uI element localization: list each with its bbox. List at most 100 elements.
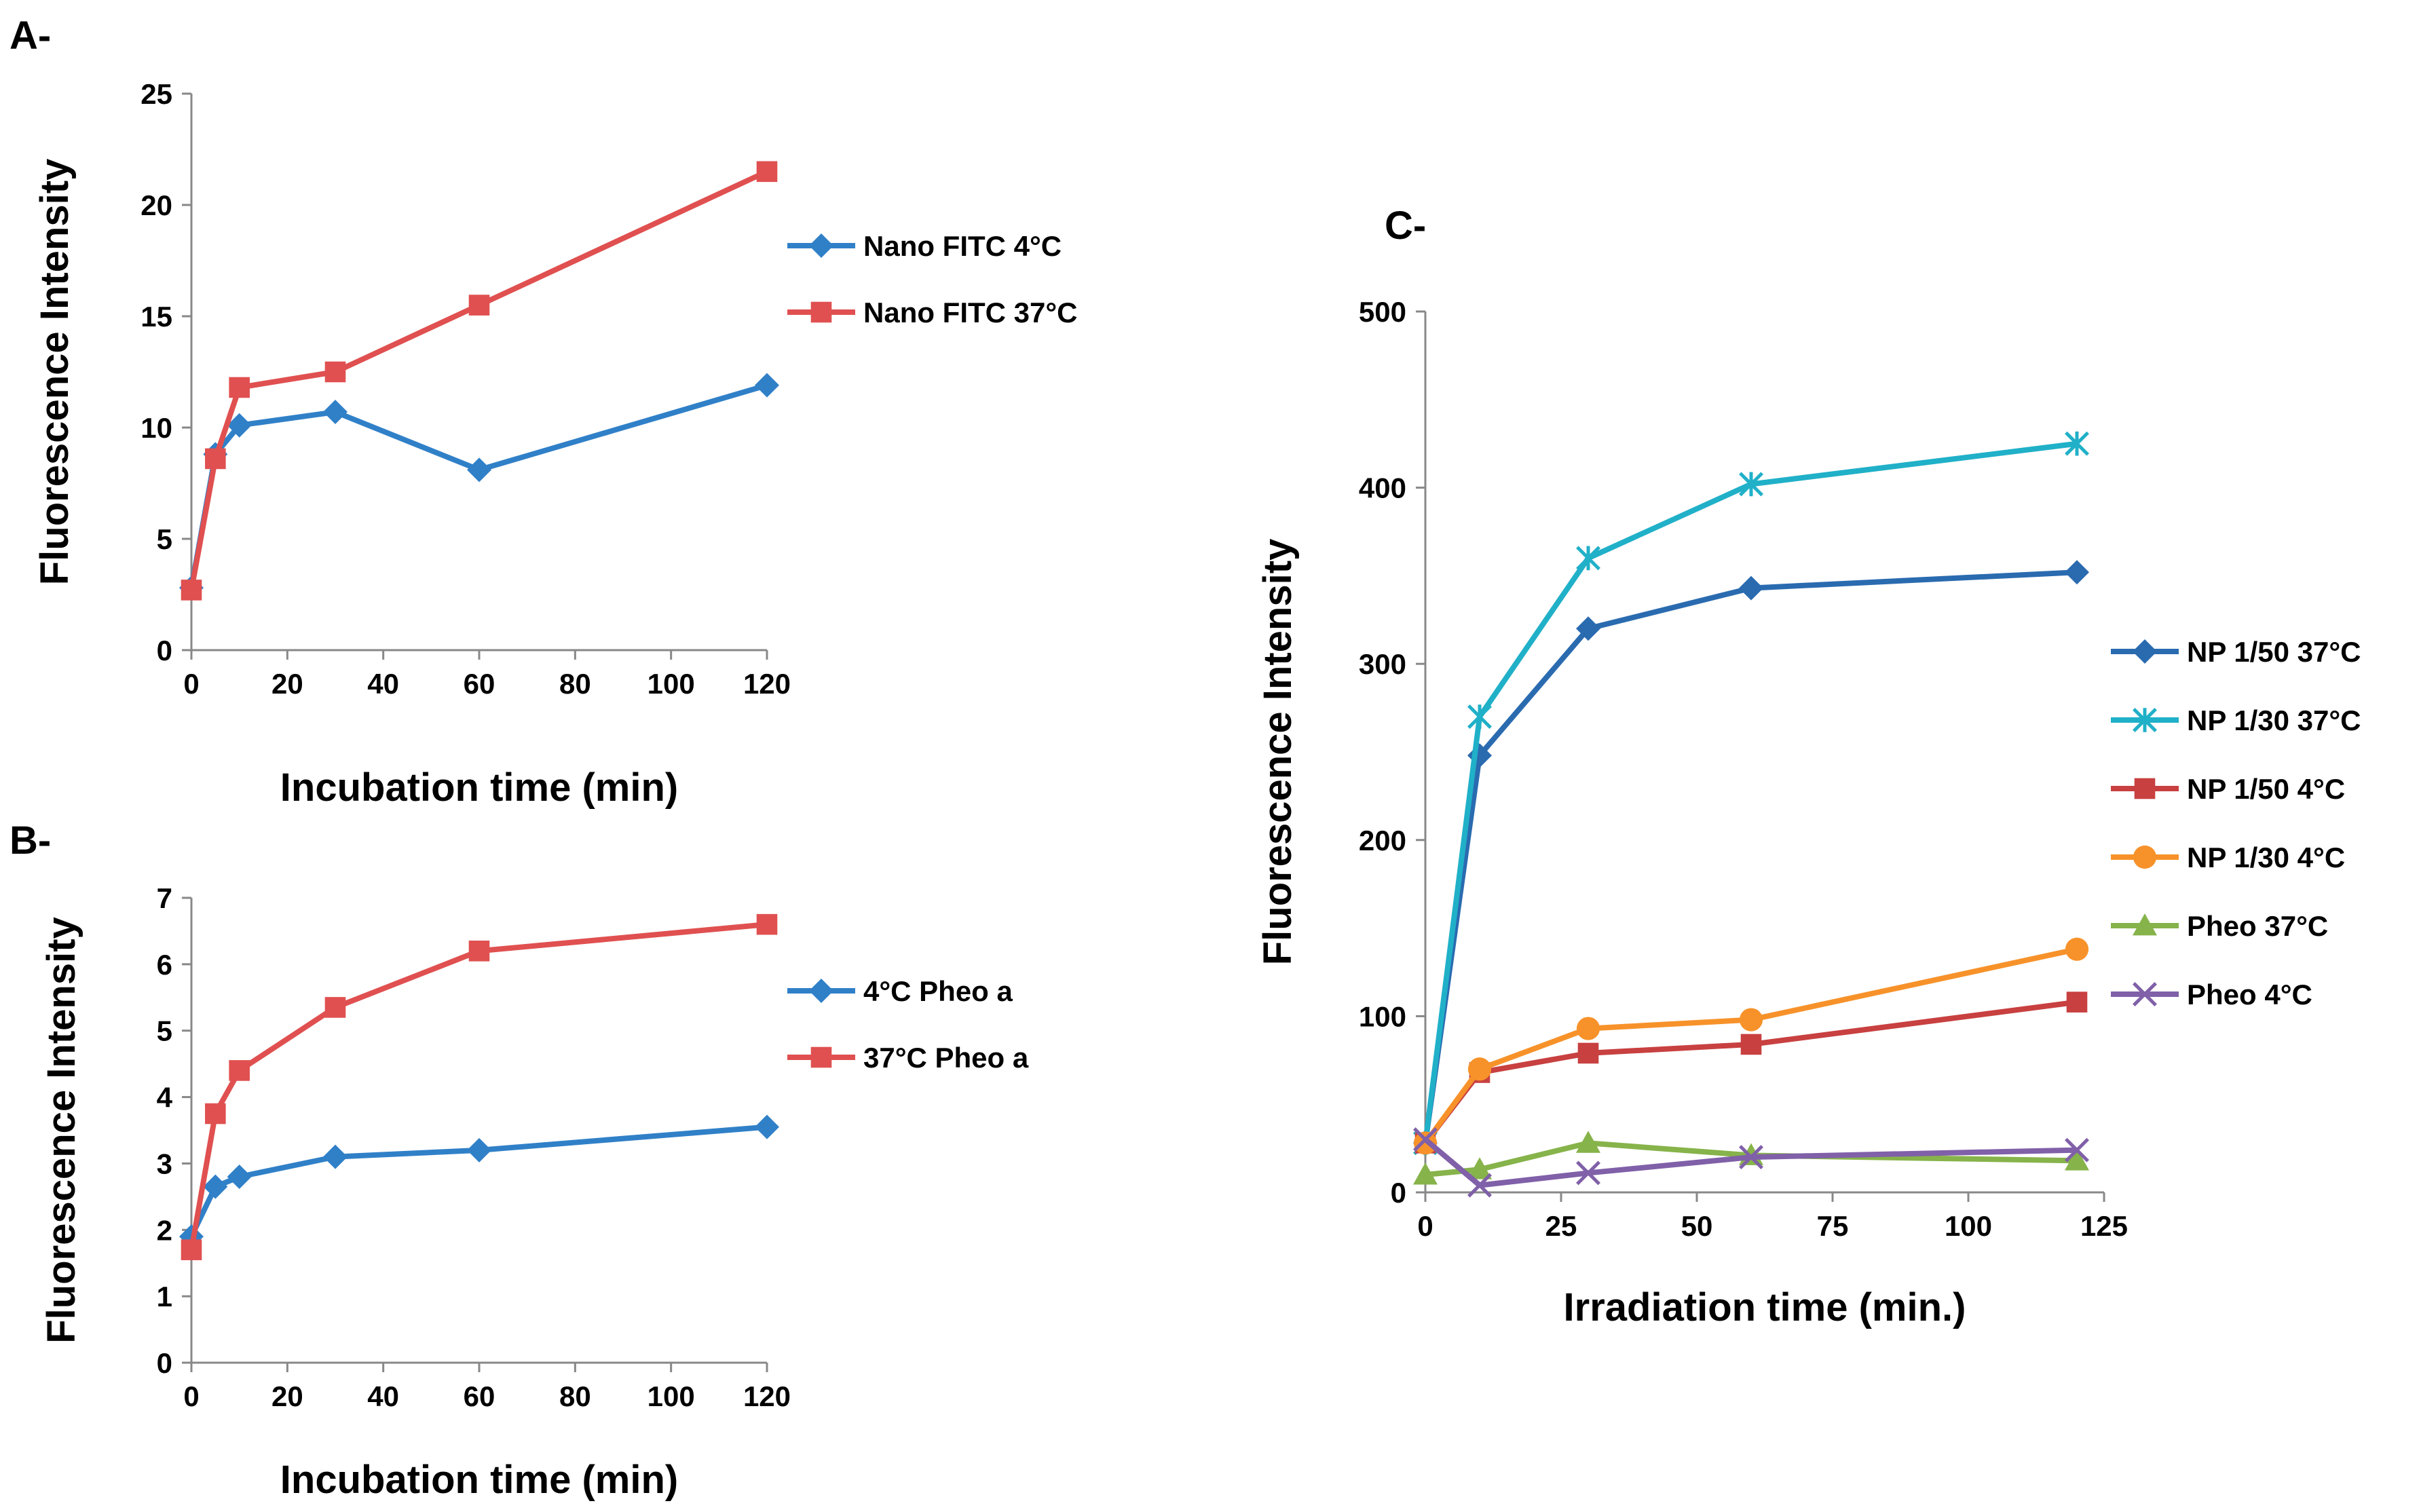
data-point xyxy=(2065,431,2089,456)
x-tick-label: 25 xyxy=(1545,1210,1577,1242)
data-point xyxy=(2066,991,2088,1013)
data-point xyxy=(1740,1034,1762,1055)
x-axis-title: Incubation time (min) xyxy=(280,1458,678,1502)
x-tick-label: 20 xyxy=(271,1380,303,1412)
data-point xyxy=(1576,1131,1600,1153)
legend-marker xyxy=(2133,845,2157,869)
legend-label: NP 1/30 4°C xyxy=(2187,842,2345,873)
data-point xyxy=(467,1137,491,1163)
series-line xyxy=(189,382,768,588)
panel-label: A- xyxy=(10,14,51,58)
y-tick-label: 5 xyxy=(157,523,172,555)
y-tick-label: 0 xyxy=(1391,1177,1406,1209)
x-tick-label: 75 xyxy=(1817,1210,1849,1242)
y-tick-label: 15 xyxy=(140,301,172,333)
series-line xyxy=(189,922,768,1251)
data-point xyxy=(2065,560,2089,585)
x-tick-label: 20 xyxy=(271,668,303,700)
x-tick-label: 120 xyxy=(743,668,791,700)
x-tick-label: 0 xyxy=(183,668,199,700)
legend-label: NP 1/50 4°C xyxy=(2187,773,2345,805)
axes: 0 100 200 300 400 500 0 25 50 75 100 125 xyxy=(1359,296,2128,1242)
y-tick-label: 10 xyxy=(140,412,172,444)
data-point xyxy=(1739,575,1763,601)
y-tick-label: 20 xyxy=(140,189,172,221)
data-point xyxy=(1467,1057,1492,1081)
data-point xyxy=(1467,1173,1492,1198)
x-tick-label: 100 xyxy=(648,1380,695,1412)
y-axis-title: Fluorescence Intensity xyxy=(33,159,77,586)
data-point xyxy=(2065,937,2089,961)
legend-label: Pheo 4°C xyxy=(2187,979,2312,1010)
data-point xyxy=(755,1114,779,1139)
axes: 0 1 2 3 4 5 6 7 0 20 40 60 80 100 120 xyxy=(157,882,791,1412)
legend-label: Nano FITC 37°C xyxy=(863,297,1078,328)
x-tick-label: 80 xyxy=(559,668,591,700)
y-axis-title: Fluorescence Intensity xyxy=(39,917,83,1344)
data-point xyxy=(1577,1042,1599,1064)
y-tick-label: 100 xyxy=(1359,1000,1406,1032)
x-tick-label: 60 xyxy=(464,1380,495,1412)
y-tick-label: 3 xyxy=(157,1148,172,1179)
data-point xyxy=(227,413,252,438)
legend-label: Pheo 37°C xyxy=(2187,910,2328,942)
legend-label: Nano FITC 4°C xyxy=(863,230,1062,262)
x-tick-label: 40 xyxy=(367,668,399,700)
legend-label: NP 1/30 37°C xyxy=(2187,704,2361,736)
data-point xyxy=(1739,1145,1763,1170)
series-np-1-30-4-c xyxy=(1413,937,2089,1155)
data-point xyxy=(1413,1163,1438,1185)
data-point xyxy=(1576,546,1600,571)
x-tick-label: 100 xyxy=(648,668,695,700)
legend-marker xyxy=(2134,778,2156,799)
y-tick-label: 0 xyxy=(157,635,172,666)
series-nano-fitc-37-c xyxy=(181,161,778,601)
legend-marker xyxy=(2133,982,2157,1006)
y-tick-label: 400 xyxy=(1359,472,1406,504)
data-point xyxy=(468,295,490,316)
y-axis-title: Fluorescence Intensity xyxy=(1256,539,1300,966)
legend-label: 4°C Pheo a xyxy=(863,975,1013,1007)
x-tick-label: 50 xyxy=(1681,1210,1713,1242)
series-4-c-pheo-a xyxy=(179,1114,779,1249)
x-tick-label: 80 xyxy=(559,1380,591,1412)
data-point xyxy=(755,373,779,398)
data-point xyxy=(1467,1157,1492,1179)
data-point xyxy=(756,913,778,935)
x-tick-label: 40 xyxy=(367,1380,399,1412)
x-tick-label: 100 xyxy=(1945,1210,1992,1242)
legend-marker xyxy=(2133,639,2157,664)
legend-label: 37°C Pheo a xyxy=(863,1042,1029,1074)
chart-panel-c: C- 0 100 200 300 400 500 0 25 50 75 100 125 Irradiati… xyxy=(1256,204,2361,1329)
data-point xyxy=(324,997,346,1018)
y-tick-label: 4 xyxy=(157,1082,173,1114)
legend-marker xyxy=(2133,708,2157,732)
data-point xyxy=(2065,1148,2089,1171)
x-tick-label: 125 xyxy=(2080,1210,2128,1242)
y-tick-label: 7 xyxy=(157,882,172,914)
y-tick-label: 1 xyxy=(157,1281,172,1312)
chart-panel-a: A- 0 5 10 15 20 25 0 20 40 60 80 100 120 Incubation ti… xyxy=(10,14,1078,810)
data-point xyxy=(205,1103,226,1124)
x-tick-label: 0 xyxy=(1417,1210,1433,1242)
data-point xyxy=(324,361,346,383)
data-point xyxy=(1739,1008,1763,1032)
data-point xyxy=(1467,704,1492,730)
legend-marker xyxy=(809,233,833,258)
y-tick-label: 300 xyxy=(1359,648,1406,680)
series-37-c-pheo-a xyxy=(181,913,778,1260)
data-point xyxy=(468,940,490,962)
axes: 0 5 10 15 20 25 0 20 40 60 80 100 120 xyxy=(140,78,791,700)
data-point xyxy=(323,1144,348,1169)
y-tick-label: 500 xyxy=(1359,296,1406,328)
x-tick-label: 60 xyxy=(464,668,495,700)
data-point xyxy=(181,1239,202,1260)
series-pheo-4-c xyxy=(1413,1127,2089,1198)
data-point xyxy=(205,448,226,470)
data-point xyxy=(1413,1127,1438,1152)
x-axis-title: Irradiation time (min.) xyxy=(1564,1285,1966,1329)
x-axis-title: Incubation time (min) xyxy=(280,766,678,810)
data-point xyxy=(1739,472,1763,497)
data-point xyxy=(756,161,778,183)
data-point xyxy=(467,457,491,483)
